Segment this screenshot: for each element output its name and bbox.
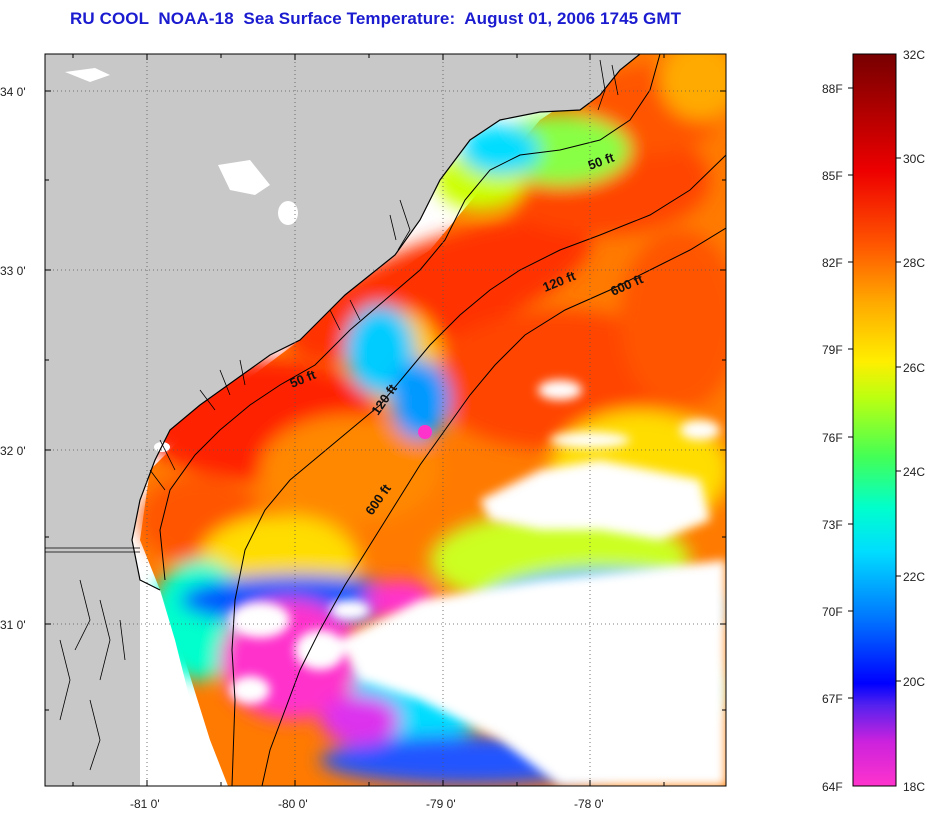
colorbar-f-76: 76F bbox=[822, 431, 843, 445]
bathymetry-contours bbox=[159, 54, 726, 786]
lon-label-78: -78 0' bbox=[574, 797, 604, 811]
colorbar-scale bbox=[852, 53, 897, 787]
colorbar-f-79: 79F bbox=[822, 343, 843, 357]
colorbar-f-88: 88F bbox=[822, 82, 843, 96]
colorbar-f-64: 64F bbox=[822, 780, 843, 794]
colorbar-c-28: 28C bbox=[903, 256, 925, 270]
lat-label-32: 32 0' bbox=[0, 444, 26, 458]
colorbar-c-22: 22C bbox=[903, 570, 925, 584]
colorbar-f-85: 85F bbox=[822, 169, 843, 183]
colorbar-f-67: 67F bbox=[822, 692, 843, 706]
lon-label-79: -79 0' bbox=[426, 797, 456, 811]
lon-label-80: -80 0' bbox=[278, 797, 308, 811]
colorbar-c-26: 26C bbox=[903, 361, 925, 375]
graticule bbox=[45, 54, 726, 786]
colorbar: 88F 85F 82F 79F 76F 73F 70F 67F 64F 32C … bbox=[822, 48, 925, 794]
colorbar-f-73: 73F bbox=[822, 518, 843, 532]
land-mass bbox=[45, 54, 640, 580]
colorbar-c-20: 20C bbox=[903, 675, 925, 689]
colorbar-c-32: 32C bbox=[903, 48, 925, 62]
colorbar-c-24: 24C bbox=[903, 465, 925, 479]
map-frame bbox=[44, 53, 727, 787]
colorbar-c-30: 30C bbox=[903, 152, 925, 166]
colorbar-f-70: 70F bbox=[822, 605, 843, 619]
cloud-mask bbox=[230, 380, 726, 786]
colorbar-f-82: 82F bbox=[822, 256, 843, 270]
lat-label-33: 33 0' bbox=[0, 264, 26, 278]
lon-label-81: -81 0' bbox=[130, 797, 160, 811]
lat-label-31: 31 0' bbox=[0, 618, 26, 632]
coastline bbox=[131, 54, 641, 591]
lat-label-34: 34 0' bbox=[0, 85, 26, 99]
colorbar-c-18: 18C bbox=[903, 780, 925, 794]
map-title: RU COOL NOAA-18 Sea Surface Temperature:… bbox=[70, 9, 682, 28]
axis-ticks bbox=[45, 54, 726, 786]
